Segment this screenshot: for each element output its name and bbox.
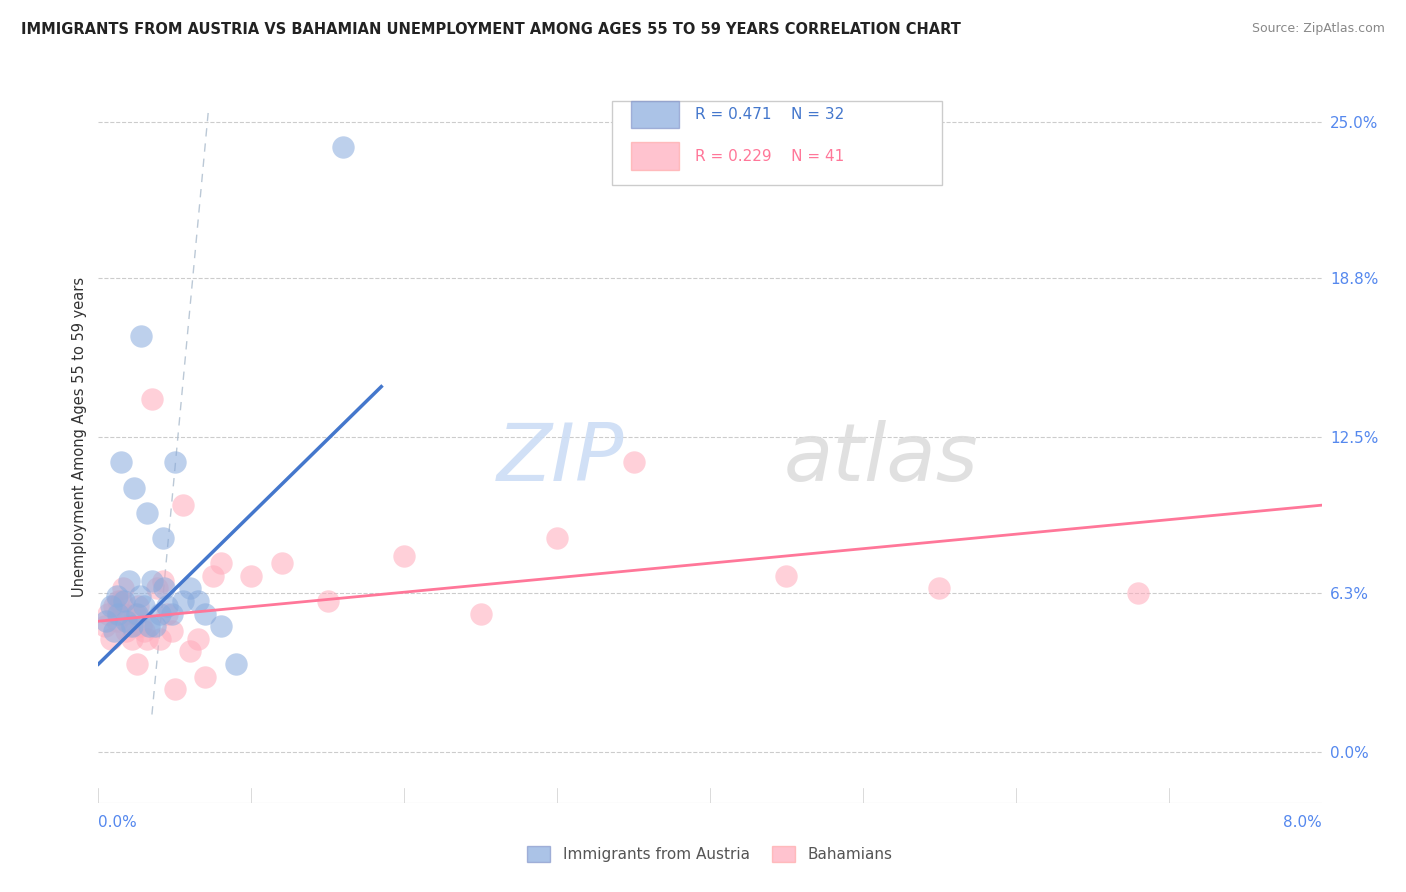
Point bbox=[121, 632, 143, 646]
Point bbox=[156, 607, 179, 621]
Point bbox=[149, 632, 172, 646]
Point bbox=[118, 619, 141, 633]
Point bbox=[209, 556, 232, 570]
Point bbox=[134, 624, 156, 639]
Point bbox=[115, 614, 138, 628]
Point bbox=[209, 619, 232, 633]
Point bbox=[225, 657, 247, 671]
Point bbox=[112, 594, 135, 608]
Point bbox=[179, 582, 201, 596]
Point bbox=[156, 599, 179, 613]
Point bbox=[112, 607, 135, 621]
Text: Source: ZipAtlas.com: Source: ZipAtlas.com bbox=[1251, 22, 1385, 36]
Point bbox=[187, 632, 209, 646]
Point bbox=[316, 594, 339, 608]
Point bbox=[118, 574, 141, 588]
Point bbox=[110, 455, 132, 469]
Point bbox=[270, 556, 294, 570]
Text: IMMIGRANTS FROM AUSTRIA VS BAHAMIAN UNEMPLOYMENT AMONG AGES 55 TO 59 YEARS CORRE: IMMIGRANTS FROM AUSTRIA VS BAHAMIAN UNEM… bbox=[21, 22, 960, 37]
Point bbox=[152, 574, 174, 588]
Point bbox=[107, 594, 129, 608]
Text: R = 0.471    N = 32: R = 0.471 N = 32 bbox=[696, 107, 845, 122]
Point bbox=[160, 607, 183, 621]
Text: ZIP: ZIP bbox=[498, 420, 624, 498]
Point bbox=[179, 644, 201, 658]
Point bbox=[125, 607, 148, 621]
Point bbox=[100, 599, 122, 613]
Legend: Immigrants from Austria, Bahamians: Immigrants from Austria, Bahamians bbox=[522, 840, 898, 868]
Point bbox=[111, 582, 134, 596]
Point bbox=[129, 329, 152, 343]
Point bbox=[103, 624, 125, 639]
Point bbox=[153, 582, 176, 596]
Point bbox=[149, 607, 172, 621]
Point bbox=[623, 455, 645, 469]
Point bbox=[775, 569, 797, 583]
Point bbox=[129, 619, 152, 633]
Point bbox=[127, 599, 149, 613]
Point bbox=[194, 607, 217, 621]
Point bbox=[172, 498, 194, 512]
Point bbox=[105, 614, 128, 628]
Text: R = 0.229    N = 41: R = 0.229 N = 41 bbox=[696, 149, 845, 164]
Point bbox=[100, 632, 122, 646]
Point bbox=[172, 594, 194, 608]
Point bbox=[93, 619, 115, 633]
Point bbox=[136, 632, 159, 646]
Point bbox=[928, 582, 950, 596]
Point bbox=[202, 569, 225, 583]
Text: 8.0%: 8.0% bbox=[1282, 815, 1322, 830]
Point bbox=[145, 582, 167, 596]
Point bbox=[103, 599, 125, 613]
Point bbox=[160, 624, 183, 639]
Point bbox=[121, 619, 143, 633]
Point bbox=[124, 607, 146, 621]
FancyBboxPatch shape bbox=[630, 101, 679, 128]
FancyBboxPatch shape bbox=[630, 143, 679, 170]
Point bbox=[136, 506, 159, 520]
Point bbox=[138, 619, 160, 633]
Point bbox=[105, 589, 128, 603]
Y-axis label: Unemployment Among Ages 55 to 59 years: Unemployment Among Ages 55 to 59 years bbox=[72, 277, 87, 597]
Text: atlas: atlas bbox=[783, 420, 979, 498]
Point bbox=[107, 607, 129, 621]
Text: 0.0%: 0.0% bbox=[98, 815, 138, 830]
Point bbox=[143, 619, 166, 633]
Point bbox=[141, 574, 163, 588]
Point bbox=[332, 140, 354, 154]
Point bbox=[152, 531, 174, 545]
Point bbox=[470, 607, 492, 621]
Point bbox=[134, 599, 156, 613]
Point bbox=[163, 682, 186, 697]
Point bbox=[546, 531, 568, 545]
Point bbox=[110, 594, 132, 608]
Point bbox=[125, 657, 148, 671]
Point bbox=[115, 624, 138, 639]
Point bbox=[94, 614, 117, 628]
Point bbox=[1128, 586, 1150, 600]
Point bbox=[163, 455, 186, 469]
Point bbox=[97, 607, 120, 621]
Point bbox=[392, 549, 416, 563]
Point bbox=[240, 569, 263, 583]
Point bbox=[194, 670, 217, 684]
Point bbox=[141, 392, 163, 407]
Point bbox=[128, 589, 150, 603]
Point bbox=[187, 594, 209, 608]
Point bbox=[122, 481, 145, 495]
FancyBboxPatch shape bbox=[612, 101, 942, 185]
